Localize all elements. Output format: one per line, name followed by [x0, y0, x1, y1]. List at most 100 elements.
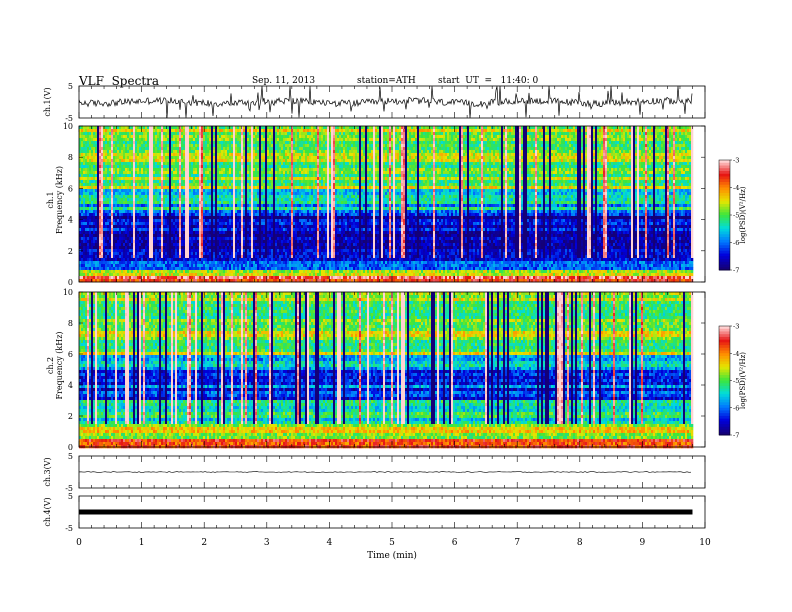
- spectrogram-cell: [479, 132, 481, 135]
- spectrogram-cell: [403, 156, 405, 159]
- spectrogram-cell: [131, 129, 133, 132]
- spectrogram-cell: [415, 159, 417, 162]
- spectrogram-cell: [637, 153, 639, 156]
- spectrogram-cell: [383, 147, 385, 150]
- spectrogram-cell: [543, 150, 545, 153]
- spectrogram-cell: [105, 129, 107, 132]
- spectrogram-cell: [341, 159, 343, 162]
- spectrogram-cell: [343, 150, 345, 153]
- spectrogram-cell: [453, 138, 455, 141]
- spectrogram-cell: [469, 129, 471, 132]
- spectrogram-cell: [141, 132, 143, 135]
- spectrogram-cell: [309, 129, 311, 132]
- spectrogram-cell: [361, 144, 363, 147]
- spectrogram-cell: [543, 138, 545, 141]
- spectrogram-cell: [139, 147, 141, 150]
- spectrogram-cell: [293, 135, 295, 138]
- spectrogram-cell: [577, 144, 579, 147]
- spectrogram-cell: [281, 138, 283, 141]
- spectrogram-cell: [301, 126, 303, 129]
- spectrogram-cell: [303, 147, 305, 150]
- spectrogram-cell: [357, 135, 359, 138]
- spectrogram-cell: [639, 144, 641, 147]
- spectrogram-cell: [209, 156, 211, 159]
- spectrogram-cell: [251, 150, 253, 153]
- spectrogram-cell: [689, 129, 691, 132]
- spectrogram-cell: [263, 153, 265, 156]
- spectrogram-cell: [691, 150, 693, 153]
- spectrogram-cell: [473, 126, 475, 129]
- spectrogram-cell: [213, 126, 215, 129]
- spectrogram-cell: [575, 147, 577, 150]
- spectrogram-cell: [301, 141, 303, 144]
- spectrogram-cell: [619, 141, 621, 144]
- spectrogram-cell: [205, 150, 207, 153]
- spectrogram-cell: [605, 150, 607, 153]
- spectrogram-cell: [471, 156, 473, 159]
- spectrogram-cell: [127, 138, 129, 141]
- spectrogram-cell: [551, 135, 553, 138]
- spectrogram-cell: [483, 135, 485, 138]
- spectrogram-cell: [643, 129, 645, 132]
- spectrogram-cell: [423, 132, 425, 135]
- spectrogram-cell: [447, 129, 449, 132]
- spectrogram-cell: [377, 126, 379, 129]
- spectrogram-cell: [387, 135, 389, 138]
- spectrogram-cell: [555, 156, 557, 159]
- spectrogram-cell: [271, 126, 273, 129]
- spectrogram-cell: [197, 147, 199, 150]
- spectrogram-cell: [363, 126, 365, 129]
- spectrogram-cell: [315, 144, 317, 147]
- spectrogram-cell: [87, 147, 89, 150]
- spectrogram-cell: [483, 126, 485, 129]
- spectrogram-cell: [217, 129, 219, 132]
- spectrogram-cell: [253, 132, 255, 135]
- spectrogram-cell: [379, 144, 381, 147]
- spectrogram-cell: [667, 138, 669, 141]
- spectrogram-cell: [561, 144, 563, 147]
- spectrogram-cell: [333, 150, 335, 153]
- spectrogram-cell: [379, 141, 381, 144]
- spectrogram-cell: [485, 129, 487, 132]
- spectrogram-cell: [263, 126, 265, 129]
- spectrogram-cell: [517, 138, 519, 141]
- spectrogram-cell: [87, 144, 89, 147]
- spectrogram-cell: [369, 135, 371, 138]
- spectrogram-cell: [295, 132, 297, 135]
- spectrogram-cell: [193, 147, 195, 150]
- spectrogram-cell: [685, 153, 687, 156]
- spectrogram-cell: [503, 129, 505, 132]
- spectrogram-cell: [297, 138, 299, 141]
- spectrogram-cell: [151, 144, 153, 147]
- spectrogram-cell: [319, 159, 321, 162]
- spectrogram-cell: [233, 126, 235, 129]
- spectrogram-cell: [129, 150, 131, 153]
- spectrogram-cell: [527, 147, 529, 150]
- spectrogram-cell: [531, 153, 533, 156]
- spectrogram-cell: [203, 132, 205, 135]
- spectrogram-cell: [213, 141, 215, 144]
- spectrogram-cell: [277, 153, 279, 156]
- spectrogram-cell: [665, 156, 667, 159]
- spectrogram-cell: [661, 156, 663, 159]
- spectrogram-cell: [113, 150, 115, 153]
- spectrogram-cell: [667, 153, 669, 156]
- spectrogram-cell: [327, 147, 329, 150]
- spectrogram-cell: [201, 144, 203, 147]
- spectrogram-cell: [175, 129, 177, 132]
- spectrogram-cell: [479, 153, 481, 156]
- spectrogram-cell: [459, 156, 461, 159]
- spectrogram-cell: [261, 150, 263, 153]
- spectrogram-cell: [507, 135, 509, 138]
- spectrogram-cell: [391, 135, 393, 138]
- spectrogram-cell: [247, 153, 249, 156]
- spectrogram-cell: [279, 135, 281, 138]
- spectrogram-cell: [641, 138, 643, 141]
- spectrogram-cell: [395, 144, 397, 147]
- spectrogram-cell: [247, 132, 249, 135]
- spectrogram-cell: [127, 159, 129, 162]
- spectrogram-cell: [343, 135, 345, 138]
- spectrogram-cell: [149, 153, 151, 156]
- spectrogram-cell: [337, 159, 339, 162]
- spectrogram-cell: [243, 150, 245, 153]
